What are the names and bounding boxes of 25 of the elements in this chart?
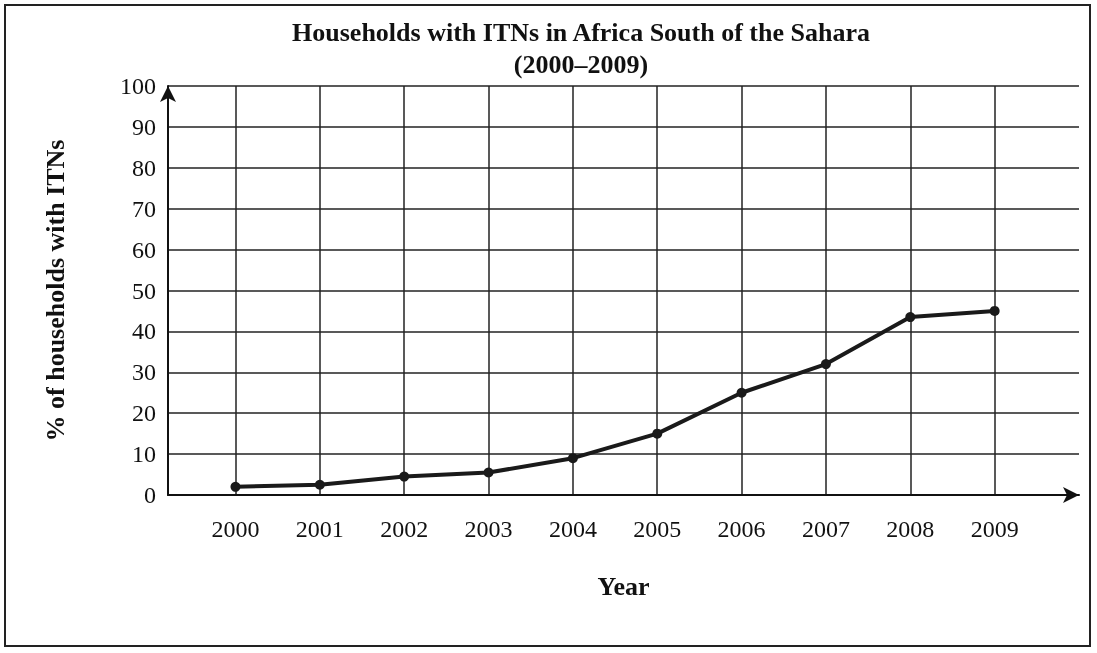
y-tick-label: 100 [120, 73, 156, 99]
x-axis-title: Year [597, 571, 650, 601]
x-tick-label: 2003 [464, 516, 513, 542]
x-tick-label: 2007 [801, 516, 850, 542]
y-tick-label: 10 [132, 441, 156, 468]
chart-subtitle: (2000–2009) [513, 49, 649, 79]
x-tick-label: 2009 [970, 516, 1019, 542]
y-tick-label: 30 [132, 359, 156, 386]
x-tick-label: 2006 [717, 516, 766, 542]
y-tick-label: 70 [132, 195, 156, 222]
x-tick-label: 2008 [886, 516, 935, 542]
y-tick-label: 90 [132, 113, 156, 140]
y-tick-label: 60 [132, 236, 156, 263]
y-tick-label: 50 [132, 277, 156, 304]
x-tick-label: 2000 [211, 516, 260, 542]
x-tick-label: 2002 [380, 516, 429, 542]
x-tick-label: 2004 [548, 516, 597, 542]
y-tick-label: 80 [132, 154, 156, 181]
x-tick-label: 2001 [295, 516, 344, 542]
y-tick-label: 40 [132, 318, 156, 345]
y-tick-label: 20 [132, 400, 156, 427]
x-tick-label: 2005 [633, 516, 682, 542]
chart-title: Households with ITNs in Africa South of the Sahara [292, 17, 870, 47]
y-axis-title: % of households with ITNs [40, 139, 70, 442]
y-tick-label: 0 [144, 482, 156, 508]
